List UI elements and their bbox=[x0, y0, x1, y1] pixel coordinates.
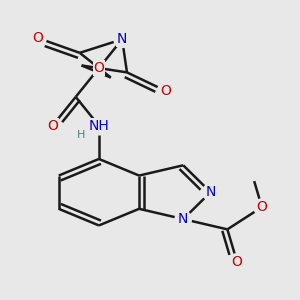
Text: O: O bbox=[256, 200, 267, 214]
Text: N: N bbox=[205, 185, 216, 199]
Text: O: O bbox=[47, 119, 58, 133]
Text: H: H bbox=[76, 130, 85, 140]
Text: O: O bbox=[33, 31, 44, 45]
Text: NH: NH bbox=[88, 119, 109, 133]
Text: O: O bbox=[232, 255, 242, 269]
Text: O: O bbox=[94, 61, 104, 75]
Text: N: N bbox=[117, 32, 127, 46]
Text: N: N bbox=[178, 212, 188, 226]
Text: O: O bbox=[160, 84, 171, 98]
